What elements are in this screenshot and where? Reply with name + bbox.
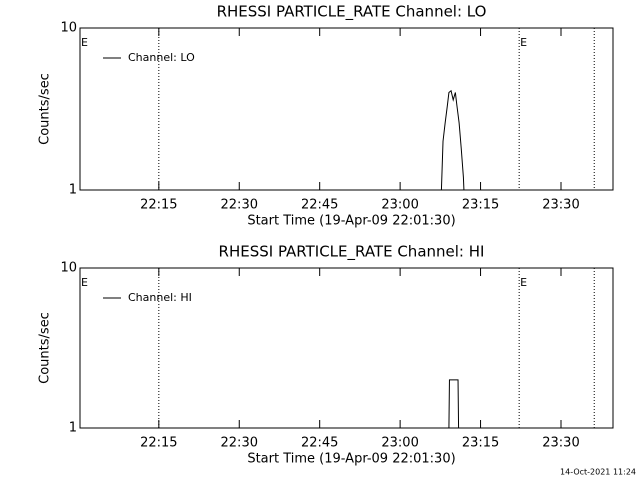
legend-label: Channel: HI	[128, 291, 192, 304]
y-tick-label: 10	[60, 21, 77, 36]
x-tick-label: 23:30	[542, 198, 579, 213]
x-tick-label: 23:15	[462, 436, 499, 451]
x-tick-label: 23:15	[462, 198, 499, 213]
x-tick-label: 23:00	[381, 436, 418, 451]
plot-frame	[79, 27, 614, 191]
data-line	[448, 379, 460, 429]
chart-title: RHESSI PARTICLE_RATE Channel: LO	[217, 3, 487, 22]
x-tick-label: 22:30	[221, 436, 258, 451]
event-label: E	[520, 36, 527, 49]
data-line	[440, 89, 465, 191]
y-axis-label: Counts/sec	[38, 312, 53, 384]
x-tick-label: 23:00	[381, 198, 418, 213]
y-tick-label: 10	[60, 261, 77, 276]
x-tick-label: 22:15	[140, 436, 177, 451]
y-axis-label: Counts/sec	[38, 73, 53, 145]
x-tick-label: 22:45	[301, 198, 338, 213]
y-tick-label: 1	[69, 183, 77, 198]
event-label: E	[520, 276, 527, 289]
x-axis-label: Start Time (19-Apr-09 22:01:30)	[247, 452, 455, 467]
event-label: E	[81, 276, 88, 289]
x-tick-label: 22:30	[221, 198, 258, 213]
chart-title: RHESSI PARTICLE_RATE Channel: HI	[219, 243, 485, 262]
x-axis-label: Start Time (19-Apr-09 22:01:30)	[247, 214, 455, 229]
event-label: E	[81, 36, 88, 49]
plot-frame	[79, 267, 614, 429]
x-tick-label: 22:45	[301, 436, 338, 451]
x-tick-label: 22:15	[140, 198, 177, 213]
y-tick-label: 1	[69, 421, 77, 436]
x-tick-label: 23:30	[542, 436, 579, 451]
timestamp: 14-Oct-2021 11:24	[560, 468, 636, 477]
legend-label: Channel: LO	[128, 51, 195, 64]
